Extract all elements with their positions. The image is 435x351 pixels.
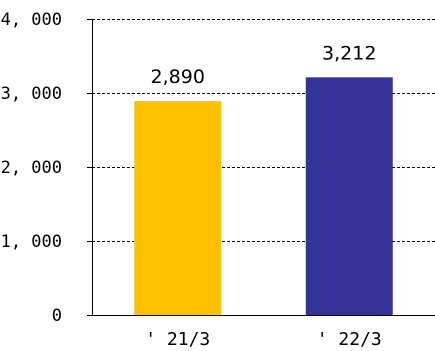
x-tick-label: ' 21/3 [145, 329, 210, 350]
x-tick-label: ' 22/3 [317, 329, 382, 350]
x-tick-labels: ' 21/3 ' 22/3 [145, 329, 382, 350]
data-label: 2,890 [151, 66, 205, 88]
y-tick-label: 3, 000 [1, 84, 62, 104]
data-label: 3,212 [322, 42, 376, 64]
data-labels: 2,890 3,212 [151, 42, 377, 88]
axes [87, 19, 435, 316]
bars [134, 77, 393, 315]
bar [134, 101, 222, 315]
bar [305, 77, 393, 315]
y-tick-label: 4, 000 [1, 10, 62, 30]
y-tick-label: 0 [52, 306, 62, 326]
y-tick-labels: 0 1, 000 2, 000 3, 000 4, 000 [1, 10, 62, 326]
y-tick-label: 1, 000 [1, 232, 62, 252]
y-tick-label: 2, 000 [1, 158, 62, 178]
